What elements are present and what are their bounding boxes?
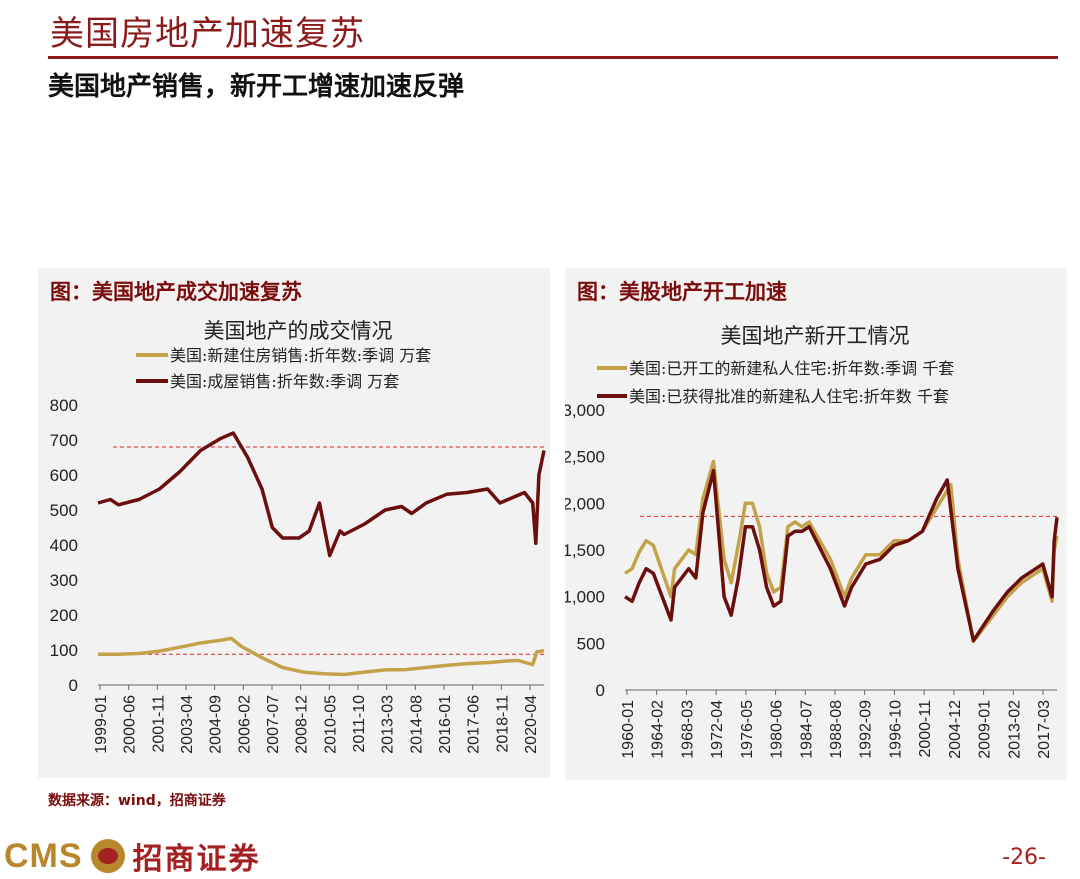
x-tick-label: 2013-03 xyxy=(380,695,397,754)
logo-emblem-icon xyxy=(90,839,125,873)
x-tick-label: 2004-12 xyxy=(947,700,964,759)
x-tick-label: 1972-04 xyxy=(709,700,726,759)
chart-panel-right: 图：美股地产开工加速 美国地产新开工情况美国:已开工的新建私人住宅:折年数:季调… xyxy=(565,268,1067,780)
page-number: -26- xyxy=(1002,845,1046,870)
x-tick-label: 2014-08 xyxy=(408,695,425,754)
x-tick-label: 1960-01 xyxy=(620,700,637,759)
y-tick-label: 100 xyxy=(50,641,78,660)
x-tick-label: 2001-11 xyxy=(150,695,167,753)
company-logo: CMS 招商证券 xyxy=(4,836,261,878)
x-tick-label: 2007-07 xyxy=(265,695,282,754)
y-tick-label: 500 xyxy=(577,634,605,653)
y-tick-label: 0 xyxy=(69,676,78,695)
x-tick-label: 2011-10 xyxy=(351,695,368,753)
page-subtitle: 美国地产销售，新开工增速加速反弹 xyxy=(48,72,465,102)
x-tick-label: 1999-01 xyxy=(93,695,110,754)
x-tick-label: 1992-09 xyxy=(858,700,875,759)
logo-latin-text: CMS xyxy=(4,836,83,875)
logo-chinese-text: 招商证券 xyxy=(132,842,261,877)
data-source-note: 数据来源：wind，招商证券 xyxy=(48,793,226,809)
series-line-1 xyxy=(624,459,1059,644)
x-tick-label: 1976-05 xyxy=(739,700,756,759)
y-tick-label: 0 xyxy=(596,681,605,700)
y-tick-label: 700 xyxy=(50,431,78,450)
y-tick-label: 2,500 xyxy=(565,448,605,467)
x-tick-label: 2010-05 xyxy=(322,695,339,754)
series-line-2 xyxy=(624,468,1059,643)
y-tick-label: 500 xyxy=(50,501,78,520)
series-line-1 xyxy=(98,636,545,677)
y-tick-label: 300 xyxy=(50,571,78,590)
x-tick-label: 2016-01 xyxy=(437,695,454,754)
title-divider xyxy=(48,56,1058,59)
y-tick-label: 800 xyxy=(50,396,78,415)
x-tick-label: 2000-06 xyxy=(122,695,139,754)
panel-caption-left: 图：美国地产成交加速复苏 xyxy=(50,280,302,304)
legend-label: 美国:新建住房销售:折年数:季调 万套 xyxy=(170,346,431,365)
legend-label: 美国:已获得批准的新建私人住宅:折年数 千套 xyxy=(629,387,949,406)
x-tick-label: 2017-06 xyxy=(466,695,483,754)
series-line-2 xyxy=(97,431,546,558)
x-tick-label: 1964-02 xyxy=(650,700,667,759)
legend-label: 美国:已开工的新建私人住宅:折年数:季调 千套 xyxy=(629,359,954,378)
chart-panel-left: 图：美国地产成交加速复苏 美国地产的成交情况美国:新建住房销售:折年数:季调 万… xyxy=(38,268,550,778)
x-tick-label: 2013-02 xyxy=(1006,700,1023,759)
x-tick-label: 2003-04 xyxy=(179,695,196,754)
y-tick-label: 1,500 xyxy=(565,541,605,560)
x-tick-label: 2006-02 xyxy=(236,695,253,754)
x-tick-label: 2020-04 xyxy=(523,695,540,754)
y-tick-label: 1,000 xyxy=(565,588,605,607)
y-tick-label: 400 xyxy=(50,536,78,555)
x-tick-label: 2008-12 xyxy=(294,695,311,754)
page-title: 美国房地产加速复苏 xyxy=(50,14,365,54)
x-tick-label: 1996-10 xyxy=(887,700,904,759)
x-tick-label: 2018-11 xyxy=(494,695,511,753)
x-tick-label: 1980-06 xyxy=(769,700,786,759)
y-tick-label: 2,000 xyxy=(565,494,605,513)
chart-title: 美国地产的成交情况 xyxy=(204,319,393,343)
x-tick-label: 2009-01 xyxy=(977,700,994,759)
chart-title: 美国地产新开工情况 xyxy=(721,324,910,348)
legend-label: 美国:成屋销售:折年数:季调 万套 xyxy=(170,372,399,391)
y-tick-label: 3,000 xyxy=(565,401,605,420)
x-tick-label: 1984-07 xyxy=(798,700,815,759)
y-tick-label: 200 xyxy=(50,606,78,625)
x-tick-label: 1988-08 xyxy=(828,700,845,759)
x-tick-label: 2004-09 xyxy=(208,695,225,754)
y-tick-label: 600 xyxy=(50,466,78,485)
x-tick-label: 1968-03 xyxy=(679,700,696,759)
x-tick-label: 2000-11 xyxy=(917,700,934,758)
x-tick-label: 2017-03 xyxy=(1036,700,1053,759)
panel-caption-right: 图：美股地产开工加速 xyxy=(577,280,787,304)
